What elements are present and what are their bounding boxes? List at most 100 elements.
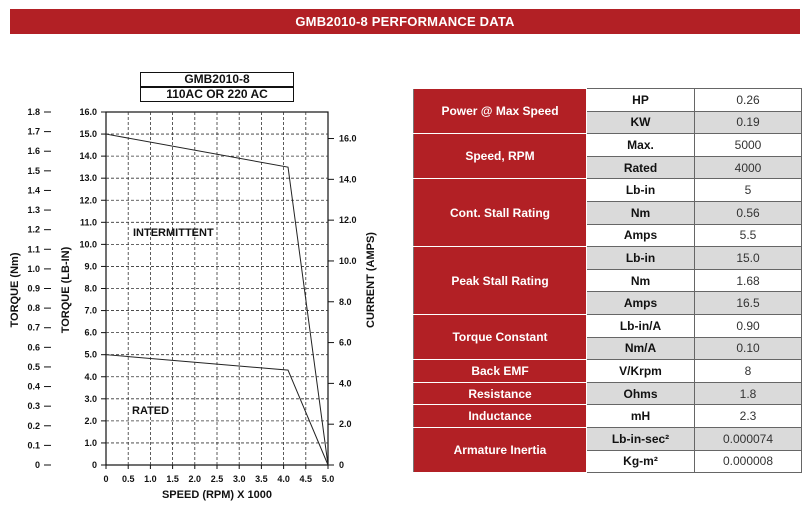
x-tick-label: 3.0 bbox=[233, 474, 246, 484]
nm-tick-label: 0.8 bbox=[27, 303, 40, 313]
table-row: Cont. Stall Rating Lb-in 5 bbox=[413, 178, 802, 248]
spec-value: 5000 bbox=[694, 133, 802, 157]
x-tick-label: 0 bbox=[103, 474, 108, 484]
spec-unit: Kg-m² bbox=[586, 449, 695, 474]
nm-tick-label: 1.5 bbox=[27, 166, 40, 176]
nm-tick-label: 1.3 bbox=[27, 205, 40, 215]
nm-tick-label: 0.4 bbox=[27, 382, 40, 392]
table-row: Peak Stall Rating Lb-in 15.0 bbox=[413, 246, 802, 315]
x-tick-label: 0.5 bbox=[122, 474, 135, 484]
lbin-tick-label: 9.0 bbox=[84, 261, 97, 271]
nm-tick-label: 0.1 bbox=[27, 440, 40, 450]
zone-label-intermittent: INTERMITTENT bbox=[133, 227, 214, 239]
spec-unit: KW bbox=[586, 110, 695, 135]
amps-tick-label: 10.0 bbox=[339, 256, 357, 266]
amps-tick-label: 2.0 bbox=[339, 419, 352, 429]
spec-group-label: Resistance bbox=[413, 381, 587, 406]
amps-tick-label: 12.0 bbox=[339, 215, 357, 225]
nm-tick-label: 1.2 bbox=[27, 225, 40, 235]
spec-value: 0.56 bbox=[694, 200, 802, 225]
table-row: Amps 16.5 bbox=[414, 291, 802, 315]
spec-unit: mH bbox=[586, 404, 695, 428]
lbin-tick-label: 13.0 bbox=[79, 173, 97, 183]
spec-unit: Nm/A bbox=[586, 336, 695, 361]
nm-tick-label: 0.5 bbox=[27, 362, 40, 372]
intermittent-curve bbox=[105, 133, 329, 466]
lbin-tick-label: 6.0 bbox=[84, 328, 97, 338]
y-axis-title-lbin: TORQUE (LB-IN) bbox=[60, 246, 72, 333]
table-row: Speed, RPM Max. 5000 bbox=[413, 133, 802, 180]
spec-value: 0.90 bbox=[694, 313, 802, 338]
nm-tick-label: 0.9 bbox=[27, 284, 40, 294]
table-row: Kg-m² 0.000008 bbox=[414, 449, 802, 474]
table-row: Nm 1.68 bbox=[414, 268, 802, 293]
spec-value: 1.8 bbox=[694, 381, 802, 406]
spec-unit: HP bbox=[586, 88, 695, 112]
amps-tick-label: 0 bbox=[339, 460, 344, 470]
lbin-tick-label: 0 bbox=[92, 460, 97, 470]
lbin-tick-label: 7.0 bbox=[84, 306, 97, 316]
spec-unit: Amps bbox=[586, 223, 695, 248]
amps-tick-label: 8.0 bbox=[339, 297, 352, 307]
spec-value: 0.26 bbox=[694, 88, 802, 112]
lbin-tick-label: 5.0 bbox=[84, 350, 97, 360]
spec-value: 0.000008 bbox=[694, 449, 802, 474]
x-tick-label: 2.0 bbox=[189, 474, 202, 484]
spec-group-label: Peak Stall Rating bbox=[413, 246, 587, 315]
nm-tick-label: 1.1 bbox=[27, 244, 40, 254]
performance-chart: 0 0.5 1.0 1.5 2.0 2.5 3.0 3.5 4.0 4.5 5.0 0 1.0 2.0 3.… bbox=[9, 107, 377, 501]
x-tick-label: 4.0 bbox=[277, 474, 290, 484]
spec-unit: Rated bbox=[586, 155, 695, 180]
model-label: GMB2010-8 bbox=[140, 72, 294, 87]
lbin-tick-label: 14.0 bbox=[79, 151, 97, 161]
spec-unit: V/Krpm bbox=[586, 359, 695, 383]
x-axis-title: SPEED (RPM) X 1000 bbox=[162, 489, 272, 501]
page-title: GMB2010-8 PERFORMANCE DATA bbox=[10, 9, 800, 34]
nm-tick-label: 1.7 bbox=[27, 127, 40, 137]
zone-label-rated: RATED bbox=[132, 405, 169, 417]
table-row: KW 0.19 bbox=[414, 110, 802, 135]
spec-group-label: Torque Constant bbox=[413, 313, 587, 361]
spec-value: 1.68 bbox=[694, 268, 802, 293]
spec-value: 0.19 bbox=[694, 110, 802, 135]
lbin-tick-label: 11.0 bbox=[80, 217, 97, 227]
amps-tick-label: 16.0 bbox=[339, 134, 357, 144]
lbin-tick-label: 12.0 bbox=[79, 195, 97, 205]
amps-tick-label: 4.0 bbox=[339, 378, 352, 388]
spec-value: 15.0 bbox=[694, 246, 802, 270]
nm-tick-label: 1.0 bbox=[27, 264, 40, 274]
spec-value: 4000 bbox=[694, 155, 802, 180]
spec-unit: Amps bbox=[586, 291, 695, 315]
lbin-tick-label: 16.0 bbox=[79, 107, 97, 117]
lbin-tick-label: 8.0 bbox=[84, 284, 97, 294]
table-row: Torque Constant Lb-in/A 0.90 bbox=[413, 313, 802, 361]
table-row: Rated 4000 bbox=[414, 155, 802, 180]
spec-group-label: Power @ Max Speed bbox=[413, 87, 587, 135]
nm-tick-label: 1.4 bbox=[27, 185, 40, 195]
lbin-tick-label: 4.0 bbox=[84, 372, 97, 382]
spec-unit: Max. bbox=[586, 133, 695, 157]
x-tick-label: 2.5 bbox=[211, 474, 224, 484]
nm-tick-label: 1.6 bbox=[27, 146, 40, 156]
spec-unit: Nm bbox=[586, 268, 695, 293]
x-tick-label: 1.5 bbox=[166, 474, 179, 484]
spec-unit: Lb-in-sec² bbox=[586, 426, 695, 451]
table-row: Armature Inertia Lb-in-sec² 0.000074 bbox=[413, 426, 802, 474]
spec-group-label: Speed, RPM bbox=[413, 133, 587, 180]
y-axis-title-nm: TORQUE (Nm) bbox=[9, 252, 21, 327]
amps-tick-label: 6.0 bbox=[339, 338, 352, 348]
spec-unit: Nm bbox=[586, 200, 695, 225]
nm-tick-label: 0.3 bbox=[27, 401, 40, 411]
spec-unit: Lb-in/A bbox=[586, 313, 695, 338]
nm-tick-label: 0.6 bbox=[27, 342, 40, 352]
performance-table: Power @ Max Speed HP 0.26 KW 0.19 Speed, RPM M… bbox=[413, 87, 802, 474]
lbin-tick-label: 15.0 bbox=[79, 129, 97, 139]
nm-tick-label: 0.7 bbox=[27, 323, 40, 333]
nm-tick-label: 0.2 bbox=[27, 421, 40, 431]
x-tick-label: 4.5 bbox=[300, 474, 313, 484]
spec-value: 0.000074 bbox=[694, 426, 802, 451]
y-axis-title-current: CURRENT (AMPS) bbox=[365, 232, 377, 328]
table-row: Resistance Ohms 1.8 bbox=[413, 381, 802, 406]
lbin-tick-label: 1.0 bbox=[84, 438, 97, 448]
spec-value: 5 bbox=[694, 178, 802, 202]
